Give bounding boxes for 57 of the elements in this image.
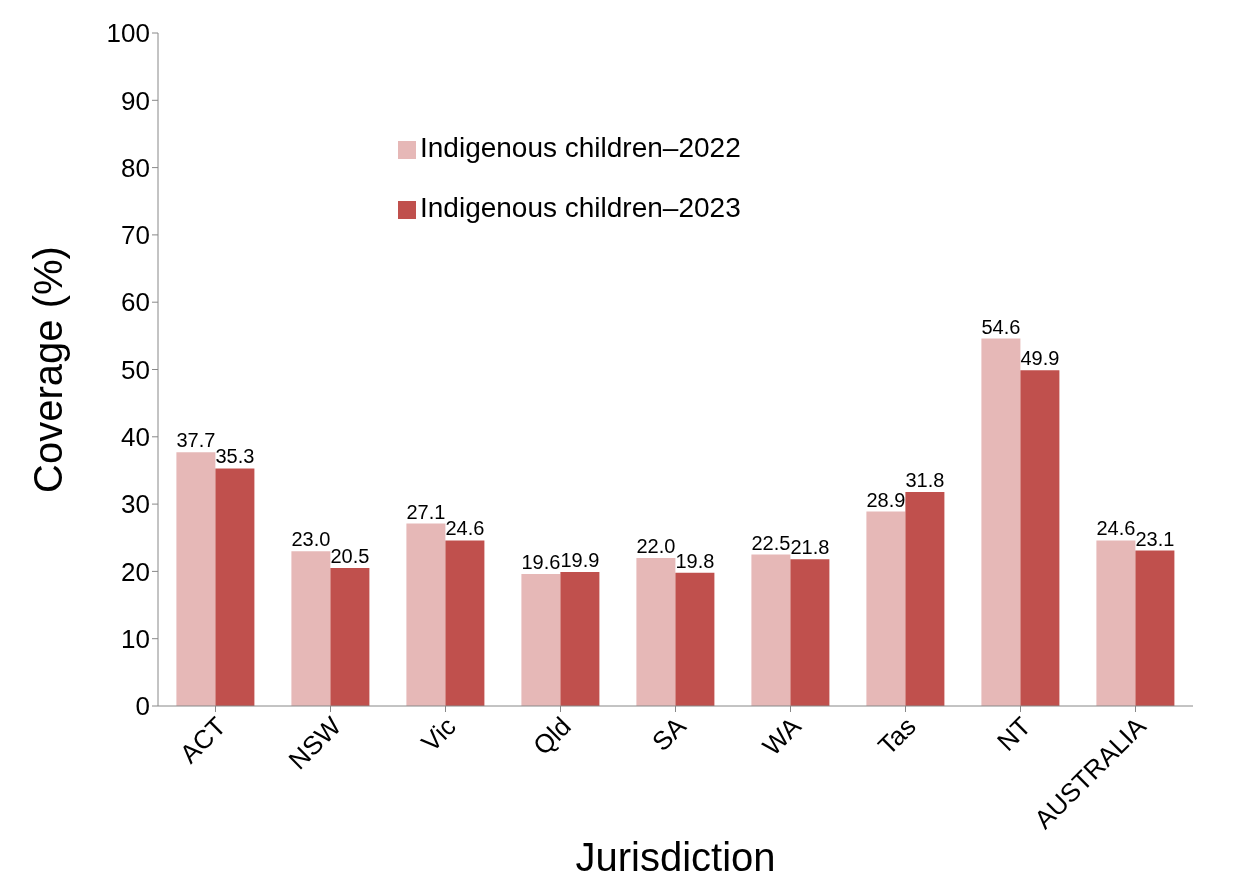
bar — [636, 557, 676, 706]
y-tick-label: 80 — [121, 152, 150, 183]
x-axis-title: Jurisdiction — [575, 835, 776, 879]
bar — [675, 572, 715, 706]
x-tick-label: Vic — [415, 711, 462, 758]
data-label: 24.6 — [445, 517, 485, 540]
data-label: 19.8 — [675, 549, 715, 572]
x-tick-label: Tas — [871, 711, 922, 761]
y-tick-label: 60 — [121, 287, 150, 318]
data-label: 49.9 — [1020, 347, 1060, 370]
data-label: 19.9 — [560, 549, 600, 572]
y-tick-label: 100 — [106, 18, 150, 49]
y-tick-label: 10 — [121, 623, 150, 654]
bar — [521, 574, 561, 706]
bar — [1096, 540, 1136, 706]
x-tick-label: SA — [646, 710, 693, 757]
bar — [176, 452, 216, 706]
data-label: 37.7 — [176, 429, 216, 452]
data-label: 35.3 — [215, 445, 255, 468]
data-label: 23.1 — [1135, 527, 1175, 550]
bar — [330, 568, 370, 706]
bar — [1020, 370, 1060, 706]
bar — [790, 559, 830, 706]
legend-label: Indigenous children–2023 — [420, 192, 741, 223]
bar — [560, 572, 600, 706]
bar — [215, 468, 255, 706]
bar — [751, 554, 791, 706]
data-label: 19.6 — [521, 551, 561, 574]
data-label: 27.1 — [406, 500, 446, 523]
data-label: 24.6 — [1096, 517, 1136, 540]
bar — [291, 551, 331, 706]
data-label: 21.8 — [790, 536, 830, 559]
x-tick-label: NT — [991, 710, 1037, 757]
x-tick-label: WA — [756, 710, 808, 762]
legend-label: Indigenous children–2022 — [420, 132, 741, 163]
bar — [905, 491, 945, 706]
y-tick-label: 0 — [135, 691, 150, 722]
bar — [981, 338, 1021, 706]
y-axis-title: Coverage (%) — [26, 246, 71, 493]
data-label: 54.6 — [981, 315, 1021, 338]
bar — [445, 540, 485, 706]
bar — [1135, 550, 1175, 706]
data-label: 22.0 — [636, 534, 676, 557]
y-tick-label: 70 — [121, 220, 150, 251]
y-tick-label: 30 — [121, 489, 150, 520]
data-label: 22.5 — [751, 531, 791, 554]
data-label: 23.0 — [291, 528, 331, 551]
y-tick-label: 20 — [121, 556, 150, 587]
bar — [866, 511, 906, 706]
data-label: 28.9 — [866, 488, 906, 511]
data-label: 20.5 — [330, 545, 370, 568]
bar — [406, 523, 446, 706]
y-tick-label: 50 — [121, 354, 150, 385]
y-tick-label: 40 — [121, 422, 150, 453]
data-label: 31.8 — [905, 468, 945, 491]
x-tick-label: Qld — [526, 711, 577, 761]
y-tick-label: 90 — [121, 85, 150, 116]
